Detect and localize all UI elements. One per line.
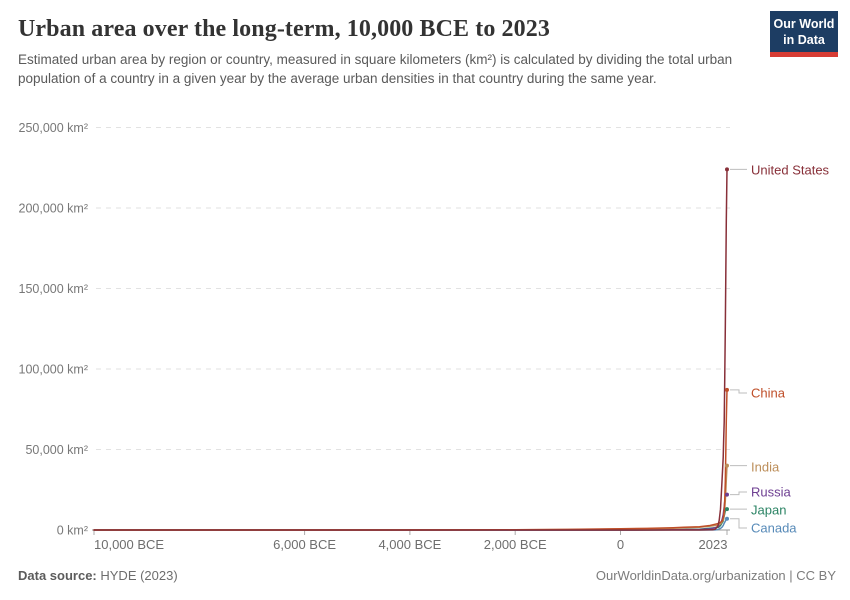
series-label-united-states[interactable]: United States — [751, 163, 830, 178]
series-line-japan[interactable] — [93, 508, 728, 531]
owid-logo[interactable]: Our World in Data — [770, 11, 838, 57]
series-line-russia[interactable] — [93, 493, 728, 531]
series-label-connector — [730, 518, 747, 529]
series-line-china[interactable] — [93, 389, 728, 531]
y-tick-label: 250,000 km² — [19, 121, 88, 135]
footer-source-label: Data source: — [18, 568, 97, 583]
y-tick-label: 50,000 km² — [25, 443, 88, 457]
x-tick-label: 2023 — [699, 537, 728, 552]
chart-footer: Data source: HYDE (2023) OurWorldinData.… — [18, 568, 836, 583]
series-label-canada[interactable]: Canada — [751, 521, 797, 536]
y-tick-label: 100,000 km² — [19, 363, 88, 377]
chart-subtitle: Estimated urban area by region or countr… — [18, 52, 733, 86]
owid-logo-accent-bar — [770, 52, 838, 57]
series-label-connector — [730, 491, 747, 496]
x-tick-label: 2,000 BCE — [484, 537, 547, 552]
chart-title: Urban area over the long-term, 10,000 BC… — [18, 16, 550, 42]
chart-header: Urban area over the long-term, 10,000 BC… — [18, 16, 832, 43]
owid-logo-line1: Our World — [773, 17, 835, 31]
line-chart-plot: 0 km² 50,000 km² 100,000 km² 150,000 km² 200… — [19, 121, 830, 552]
series-label-india[interactable]: India — [751, 460, 780, 475]
owid-logo-line2: in Data — [783, 33, 825, 47]
series-endpoint-japan — [725, 507, 729, 512]
series-line-india[interactable] — [93, 464, 728, 531]
series-endpoint-canada — [725, 516, 729, 521]
series-label-china[interactable]: China — [751, 386, 786, 401]
series-endpoint-china — [725, 387, 729, 392]
series-label-connector — [730, 389, 747, 394]
series-endpoint-russia — [725, 492, 729, 497]
x-tick-label: 6,000 BCE — [273, 537, 336, 552]
series-line-united-states[interactable] — [93, 168, 728, 531]
x-tick-label: 4,000 BCE — [378, 537, 441, 552]
series-endpoint-united-states — [725, 167, 729, 172]
series-label-russia[interactable]: Russia — [751, 485, 792, 500]
owid-logo-box: Our World in Data — [770, 11, 838, 52]
x-tick-label: 10,000 BCE — [94, 537, 164, 552]
y-tick-label: 150,000 km² — [19, 282, 88, 296]
series-endpoint-india — [725, 463, 729, 468]
footer-source: Data source: HYDE (2023) — [18, 568, 178, 583]
x-tick-label: 0 — [617, 537, 624, 552]
y-tick-label: 200,000 km² — [19, 202, 88, 216]
y-tick-label: 0 km² — [57, 524, 88, 538]
series-label-japan[interactable]: Japan — [751, 503, 786, 518]
footer-source-link[interactable]: HYDE (2023) — [100, 568, 178, 583]
footer-license-link[interactable]: OurWorldinData.org/urbanization | CC BY — [595, 568, 836, 583]
